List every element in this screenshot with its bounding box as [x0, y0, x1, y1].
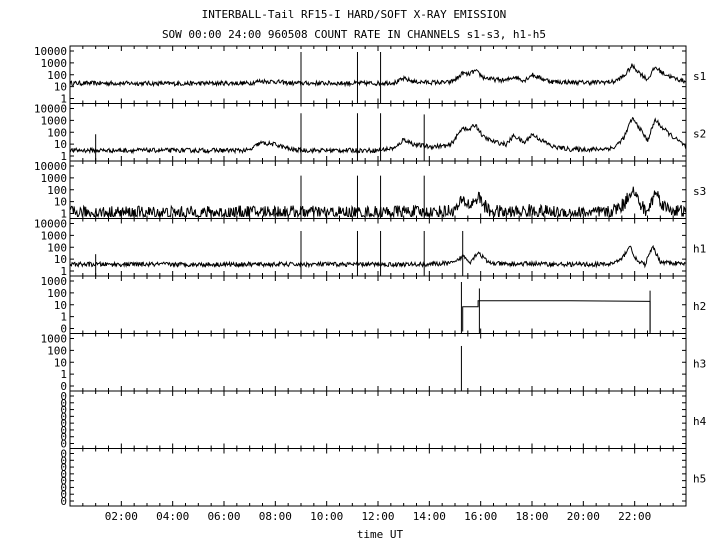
- y-tick-label: 0: [60, 488, 67, 501]
- series-line-h2: [462, 300, 651, 332]
- x-tick-label: 08:00: [259, 510, 292, 523]
- channel-label-h1: h1: [693, 242, 706, 255]
- y-tick-label: 0: [60, 404, 67, 417]
- y-tick-label: 1000: [41, 114, 68, 127]
- x-tick-label: 10:00: [310, 510, 343, 523]
- y-tick-label: 0: [60, 410, 67, 423]
- y-tick-label: 10: [54, 138, 67, 151]
- y-tick-label: 1000: [41, 333, 68, 346]
- y-tick-label: 0: [60, 323, 67, 336]
- channel-label-h5: h5: [693, 472, 706, 485]
- y-tick-label: 10000: [34, 218, 67, 231]
- panel-frame-s2: [69, 103, 687, 162]
- y-tick-label: 0: [60, 468, 67, 481]
- x-axis-label: time UT: [357, 528, 404, 541]
- series-line-s3: [69, 186, 687, 219]
- y-tick-label: 10: [54, 81, 67, 94]
- y-tick-label: 10: [54, 253, 67, 266]
- y-tick-label: 0: [60, 431, 67, 444]
- panel-frame-h2: [69, 275, 687, 334]
- y-tick-label: 1: [60, 93, 67, 106]
- y-tick-label: 1000: [41, 57, 68, 70]
- y-tick-label: 0: [60, 461, 67, 474]
- x-tick-label: 18:00: [515, 510, 548, 523]
- x-tick-label: 22:00: [618, 510, 651, 523]
- y-tick-label: 0: [60, 481, 67, 494]
- series-line-h1: [69, 244, 687, 269]
- y-tick-label: 1000: [41, 275, 68, 288]
- x-tick-label: 14:00: [413, 510, 446, 523]
- y-tick-label: 10000: [34, 45, 67, 58]
- y-tick-label: 0: [60, 475, 67, 488]
- y-tick-label: 0: [60, 424, 67, 437]
- x-tick-label: 16:00: [464, 510, 497, 523]
- y-tick-label: 1000: [41, 172, 68, 185]
- panels-group: 100001000100101s1100001000100101s2100001…: [34, 45, 707, 508]
- y-tick-label: 0: [60, 438, 67, 451]
- y-tick-label: 0: [60, 397, 67, 410]
- chart-title: INTERBALL-Tail RF15-I HARD/SOFT X-RAY EM…: [202, 8, 507, 21]
- y-tick-label: 100: [47, 241, 67, 254]
- channel-label-h3: h3: [693, 357, 706, 370]
- y-tick-label: 0: [60, 390, 67, 403]
- y-tick-label: 10000: [34, 103, 67, 116]
- channel-label-s2: s2: [693, 127, 706, 140]
- y-tick-label: 10: [54, 196, 67, 209]
- panel-frame-s1: [69, 45, 687, 104]
- y-tick-label: 100: [47, 184, 67, 197]
- panel-frame-h4: [69, 390, 687, 449]
- y-tick-label: 100: [47, 344, 67, 357]
- channel-label-h4: h4: [693, 415, 707, 428]
- y-tick-label: 1: [60, 368, 67, 381]
- y-tick-label: 1: [60, 208, 67, 221]
- series-line-s2: [69, 116, 687, 155]
- y-tick-label: 10000: [34, 160, 67, 173]
- x-tick-label: 20:00: [567, 510, 600, 523]
- channel-label-s3: s3: [693, 185, 706, 198]
- y-tick-label: 0: [60, 454, 67, 467]
- x-tick-label: 02:00: [105, 510, 138, 523]
- y-tick-label: 100: [47, 126, 67, 139]
- x-axis: 02:00 04:00 06:00 08:00 10:00 12:00 14:00 16:00…: [105, 510, 651, 523]
- x-tick-label: 12:00: [361, 510, 394, 523]
- y-tick-label: 10: [54, 356, 67, 369]
- x-tick-label: 04:00: [156, 510, 189, 523]
- panel-frame-h5: [69, 448, 687, 507]
- y-tick-label: 1: [60, 265, 67, 278]
- panel-frame-h3: [69, 333, 687, 392]
- y-tick-label: 0: [60, 417, 67, 430]
- y-tick-label: 1: [60, 311, 67, 324]
- y-tick-label: 100: [47, 287, 67, 300]
- channel-label-s1: s1: [693, 70, 706, 83]
- y-tick-label: 1: [60, 150, 67, 163]
- y-tick-label: 100: [47, 69, 67, 82]
- y-tick-label: 1000: [41, 229, 68, 242]
- y-tick-label: 0: [60, 448, 67, 461]
- channel-label-h2: h2: [693, 300, 706, 313]
- y-tick-label: 10: [54, 299, 67, 312]
- series-line-s1: [69, 63, 687, 88]
- x-tick-label: 06:00: [207, 510, 240, 523]
- y-tick-label: 0: [60, 495, 67, 508]
- y-tick-label: 0: [60, 380, 67, 393]
- chart-subtitle: SOW 00:00 24:00 960508 COUNT RATE IN CHA…: [162, 28, 546, 41]
- panel-frame-h1: [69, 218, 687, 277]
